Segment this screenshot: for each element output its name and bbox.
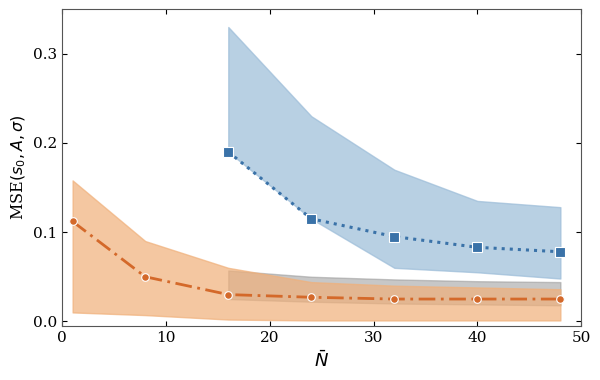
Y-axis label: MSE$(s_0, A, \sigma)$: MSE$(s_0, A, \sigma)$ [9, 115, 28, 220]
X-axis label: $\bar{N}$: $\bar{N}$ [314, 350, 329, 371]
